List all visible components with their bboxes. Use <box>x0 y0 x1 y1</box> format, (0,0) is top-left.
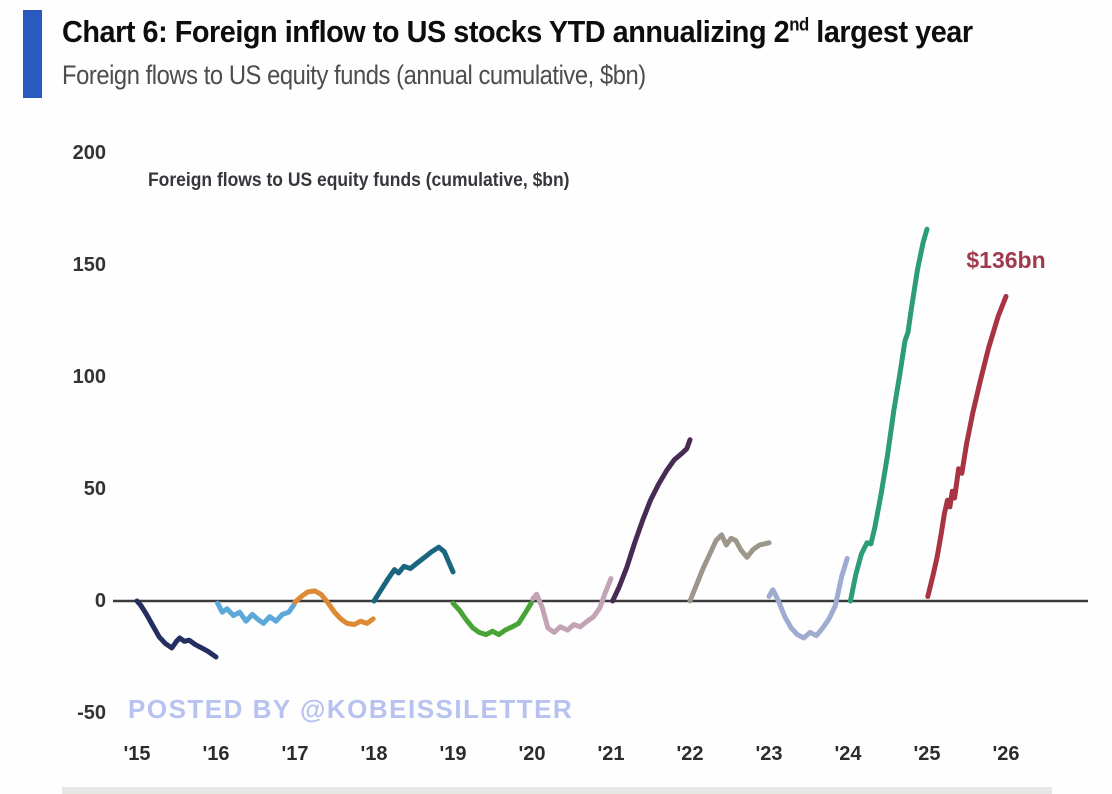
y-axis-tick-label: 50 <box>83 478 106 500</box>
series-line-2023 <box>766 555 850 641</box>
page-subtitle: Foreign flows to US equity funds (annual… <box>62 60 646 90</box>
x-axis-tick-label: '19 <box>439 743 467 765</box>
x-axis-tick-label: '24 <box>834 743 862 765</box>
series-line-2016 <box>215 600 297 626</box>
x-axis-tick-label: '21 <box>597 743 625 765</box>
series-line-2018 <box>371 544 456 604</box>
series-line-2017 <box>292 588 376 627</box>
y-axis-tick-label: 200 <box>72 142 106 164</box>
series-line-2022 <box>687 532 772 604</box>
x-axis-tick-label: '20 <box>518 743 546 765</box>
x-axis-tick-label: '18 <box>360 743 388 765</box>
annotation-label: $136bn <box>966 246 1046 273</box>
y-axis-tick-label: 100 <box>72 366 106 388</box>
page-title-suffix: largest year <box>808 14 973 49</box>
watermark: POSTED BY @KOBEISSILETTER <box>128 694 574 724</box>
x-axis-tick-label: '22 <box>676 743 704 765</box>
series-line-2019 <box>450 600 534 638</box>
y-axis-tick-label: 150 <box>72 254 106 276</box>
page-title: Chart 6: Foreign inflow to US stocks YTD… <box>62 14 973 50</box>
bottom-divider <box>62 787 1052 794</box>
series-line-2021 <box>610 437 693 604</box>
x-axis-tick-label: '25 <box>913 743 941 765</box>
x-axis-tick-label: '23 <box>755 743 783 765</box>
page-title-superscript: nd <box>789 14 809 35</box>
title-accent-bar <box>23 10 42 98</box>
series-line-2015 <box>134 598 219 660</box>
x-axis-tick-label: '16 <box>202 743 230 765</box>
x-axis-tick-label: '15 <box>123 743 151 765</box>
x-axis-tick-label: '17 <box>281 743 309 765</box>
series-line-2020 <box>530 576 614 635</box>
series-line-2024 <box>847 226 930 604</box>
inner-chart-title: Foreign flows to US equity funds (cumula… <box>148 170 570 191</box>
page-title-text: Chart 6: Foreign inflow to US stocks YTD… <box>62 14 790 49</box>
y-axis-tick-label: 0 <box>94 590 106 612</box>
y-axis-tick-label: -50 <box>77 702 106 724</box>
series-line-2025 <box>925 293 1009 599</box>
x-axis-tick-label: '26 <box>992 743 1020 765</box>
